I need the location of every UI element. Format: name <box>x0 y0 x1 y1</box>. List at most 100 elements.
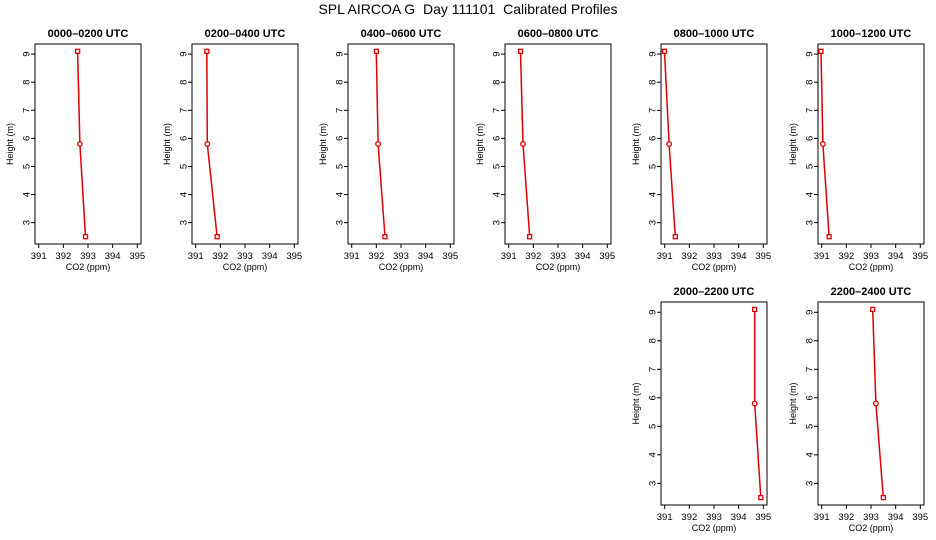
y-axis-label: Height (m) <box>162 123 172 165</box>
x-axis-label: CO2 (ppm) <box>66 262 111 272</box>
y-tick-label: 3 <box>805 481 816 486</box>
data-point <box>527 234 533 240</box>
y-tick-label: 7 <box>492 108 503 113</box>
y-tick-label: 9 <box>805 51 816 56</box>
panel-title: 0200–0400 UTC <box>205 28 286 40</box>
x-tick-label: 391 <box>188 251 204 262</box>
y-tick-label: 4 <box>805 192 816 197</box>
x-axis-label: CO2 (ppm) <box>692 523 737 533</box>
panel-title: 0000–0200 UTC <box>48 28 129 40</box>
x-tick-label: 392 <box>368 251 384 262</box>
x-tick-label: 393 <box>550 251 566 262</box>
data-point <box>204 48 210 54</box>
y-tick-label: 6 <box>492 136 503 141</box>
data-point <box>872 400 879 407</box>
data-point <box>666 141 673 147</box>
y-tick-label: 9 <box>22 51 33 56</box>
x-axis-label: CO2 (ppm) <box>692 262 737 272</box>
y-tick-label: 8 <box>492 80 503 85</box>
y-tick-label: 7 <box>805 108 816 113</box>
x-tick-label: 393 <box>863 512 879 523</box>
y-tick-label: 5 <box>335 164 346 169</box>
x-tick-label: 394 <box>731 512 747 523</box>
data-point <box>826 234 832 240</box>
y-tick-label: 9 <box>805 310 816 315</box>
x-tick-label: 394 <box>418 251 434 262</box>
x-tick-label: 395 <box>912 512 928 523</box>
y-axis-label: Height (m) <box>475 123 485 165</box>
y-tick-label: 4 <box>648 192 659 197</box>
y-tick-label: 8 <box>648 338 659 343</box>
y-tick-label: 5 <box>492 164 503 169</box>
plot-frame <box>347 43 455 245</box>
x-tick-label: 391 <box>657 512 673 523</box>
panel-title: 1000–1200 UTC <box>831 28 912 40</box>
y-tick-label: 3 <box>179 220 190 225</box>
y-tick-label: 7 <box>179 108 190 113</box>
y-tick-label: 6 <box>22 136 33 141</box>
plot-frame <box>34 43 142 245</box>
x-tick-label: 392 <box>55 251 71 262</box>
y-axis-label: Height (m) <box>788 382 798 424</box>
y-tick-label: 8 <box>805 80 816 85</box>
y-tick-label: 8 <box>648 80 659 85</box>
x-tick-label: 392 <box>681 512 697 523</box>
x-tick-label: 395 <box>912 251 928 262</box>
data-point <box>76 141 83 147</box>
data-point <box>382 234 388 240</box>
data-point <box>74 48 81 54</box>
y-tick-label: 4 <box>179 192 190 197</box>
data-point <box>758 494 764 501</box>
y-tick-label: 9 <box>648 51 659 56</box>
x-axis-label: CO2 (ppm) <box>223 262 268 272</box>
y-tick-label: 5 <box>805 424 816 429</box>
y-tick-label: 5 <box>648 424 659 429</box>
y-tick-label: 7 <box>648 367 659 372</box>
data-point <box>214 234 220 240</box>
data-point <box>375 141 382 147</box>
y-tick-label: 6 <box>648 395 659 400</box>
y-tick-label: 9 <box>335 51 346 56</box>
x-tick-label: 391 <box>814 251 830 262</box>
y-tick-label: 8 <box>335 80 346 85</box>
x-tick-label: 392 <box>212 251 228 262</box>
y-tick-label: 3 <box>805 220 816 225</box>
data-point <box>204 141 211 147</box>
x-tick-label: 394 <box>105 251 121 262</box>
y-tick-label: 7 <box>648 108 659 113</box>
panel-title: 0400–0600 UTC <box>361 28 442 40</box>
y-tick-label: 9 <box>179 51 190 56</box>
y-axis-label: Height (m) <box>631 123 641 165</box>
data-point <box>517 48 524 54</box>
y-tick-label: 4 <box>335 192 346 197</box>
x-tick-label: 393 <box>706 251 722 262</box>
y-tick-label: 6 <box>335 136 346 141</box>
x-axis-label: CO2 (ppm) <box>849 523 894 533</box>
y-axis-label: Height (m) <box>5 123 15 165</box>
x-tick-label: 391 <box>31 251 47 262</box>
y-axis-label: Height (m) <box>318 123 328 165</box>
x-tick-label: 391 <box>344 251 360 262</box>
y-tick-label: 3 <box>648 220 659 225</box>
y-tick-label: 7 <box>335 108 346 113</box>
y-tick-label: 6 <box>648 136 659 141</box>
y-tick-label: 9 <box>492 51 503 56</box>
x-tick-label: 393 <box>706 512 722 523</box>
x-tick-label: 395 <box>442 251 458 262</box>
x-tick-label: 395 <box>755 512 771 523</box>
x-tick-label: 395 <box>286 251 302 262</box>
x-tick-label: 392 <box>838 251 854 262</box>
y-tick-label: 3 <box>648 481 659 486</box>
data-point <box>661 48 668 54</box>
data-point <box>880 494 886 501</box>
x-tick-label: 392 <box>681 251 697 262</box>
x-tick-label: 394 <box>888 251 904 262</box>
y-tick-label: 7 <box>22 108 33 113</box>
panel-title: 0600–0800 UTC <box>518 28 599 40</box>
data-point <box>819 141 826 147</box>
y-tick-label: 5 <box>648 164 659 169</box>
x-tick-label: 394 <box>888 512 904 523</box>
x-tick-label: 391 <box>814 512 830 523</box>
figure-title: SPL AIRCOA G Day 111101 Calibrated Profi… <box>318 1 618 17</box>
panel-title: 0800–1000 UTC <box>674 28 755 40</box>
